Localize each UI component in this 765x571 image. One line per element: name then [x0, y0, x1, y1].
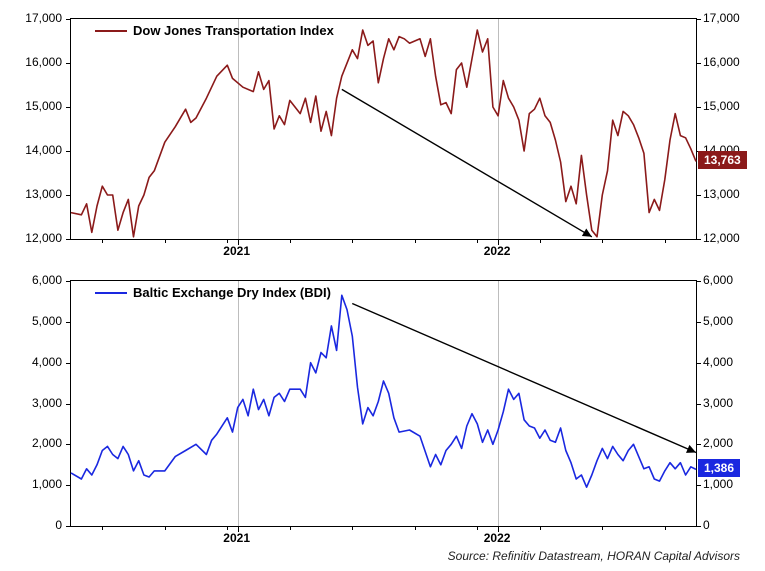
chart1-trend-arrowhead	[582, 228, 592, 236]
legend-label: Baltic Exchange Dry Index (BDI)	[133, 285, 331, 300]
ytick	[696, 107, 701, 108]
xtick-minor	[165, 239, 166, 243]
ytick	[696, 281, 701, 282]
ytick	[696, 195, 701, 196]
source-attribution: Source: Refinitiv Datastream, HORAN Capi…	[448, 549, 740, 563]
legend-swatch	[95, 30, 127, 32]
xtick-minor	[227, 526, 228, 530]
xtick-minor	[102, 239, 103, 243]
xtick-minor	[352, 526, 353, 530]
ylabel-right: 6,000	[703, 273, 733, 287]
xtick-minor	[290, 526, 291, 530]
ylabel-left: 12,000	[25, 231, 62, 245]
chart2-trend-arrow	[352, 303, 696, 452]
chart1-series-line	[71, 30, 696, 237]
chart2-legend: Baltic Exchange Dry Index (BDI)	[95, 285, 331, 300]
ylabel-left: 5,000	[32, 314, 62, 328]
ytick	[696, 19, 701, 20]
ylabel-left: 2,000	[32, 436, 62, 450]
xtick-minor	[415, 526, 416, 530]
chart1-trend-arrow	[342, 89, 592, 236]
chart1-last-value-badge: 13,763	[698, 151, 747, 169]
ylabel-right: 2,000	[703, 436, 733, 450]
ytick	[66, 526, 71, 527]
xtick-minor	[665, 526, 666, 530]
legend-swatch	[95, 292, 127, 294]
legend-label: Dow Jones Transportation Index	[133, 23, 334, 38]
xtick-minor	[477, 526, 478, 530]
ytick	[696, 322, 701, 323]
ylabel-left: 0	[55, 518, 62, 532]
ylabel-right: 3,000	[703, 396, 733, 410]
ylabel-right: 5,000	[703, 314, 733, 328]
ytick	[696, 63, 701, 64]
ylabel-right: 0	[703, 518, 710, 532]
ylabel-right: 12,000	[703, 231, 740, 245]
xlabel: 2022	[477, 244, 517, 258]
ytick	[696, 444, 701, 445]
chart2-series-line	[71, 295, 696, 487]
chart1-svg	[71, 19, 696, 239]
xtick-minor	[602, 239, 603, 243]
xtick-minor	[352, 239, 353, 243]
ylabel-left: 4,000	[32, 355, 62, 369]
ylabel-left: 14,000	[25, 143, 62, 157]
ytick	[696, 239, 701, 240]
ylabel-right: 16,000	[703, 55, 740, 69]
xlabel: 2021	[217, 244, 257, 258]
ylabel-right: 15,000	[703, 99, 740, 113]
ylabel-left: 17,000	[25, 11, 62, 25]
xlabel: 2021	[217, 531, 257, 545]
ylabel-right: 17,000	[703, 11, 740, 25]
xtick-minor	[415, 239, 416, 243]
ytick	[696, 526, 701, 527]
chart1-legend: Dow Jones Transportation Index	[95, 23, 334, 38]
ytick	[696, 404, 701, 405]
chart2-last-value-badge: 1,386	[698, 459, 740, 477]
xtick-minor	[540, 239, 541, 243]
ylabel-right: 4,000	[703, 355, 733, 369]
xtick-minor	[602, 526, 603, 530]
chart2-plot-area: Baltic Exchange Dry Index (BDI)	[70, 280, 697, 527]
xtick-minor	[290, 239, 291, 243]
chart1-plot-area: Dow Jones Transportation Index	[70, 18, 697, 240]
ytick	[696, 485, 701, 486]
xtick-minor	[102, 526, 103, 530]
ylabel-left: 15,000	[25, 99, 62, 113]
xtick-minor	[477, 239, 478, 243]
ylabel-right: 13,000	[703, 187, 740, 201]
xtick-minor	[540, 526, 541, 530]
xlabel: 2022	[477, 531, 517, 545]
ylabel-left: 16,000	[25, 55, 62, 69]
ytick	[696, 363, 701, 364]
ylabel-left: 13,000	[25, 187, 62, 201]
xtick-minor	[165, 526, 166, 530]
ylabel-left: 3,000	[32, 396, 62, 410]
xtick-minor	[227, 239, 228, 243]
ytick	[66, 239, 71, 240]
chart2-svg	[71, 281, 696, 526]
ylabel-left: 6,000	[32, 273, 62, 287]
ylabel-left: 1,000	[32, 477, 62, 491]
xtick-minor	[665, 239, 666, 243]
ylabel-right: 1,000	[703, 477, 733, 491]
